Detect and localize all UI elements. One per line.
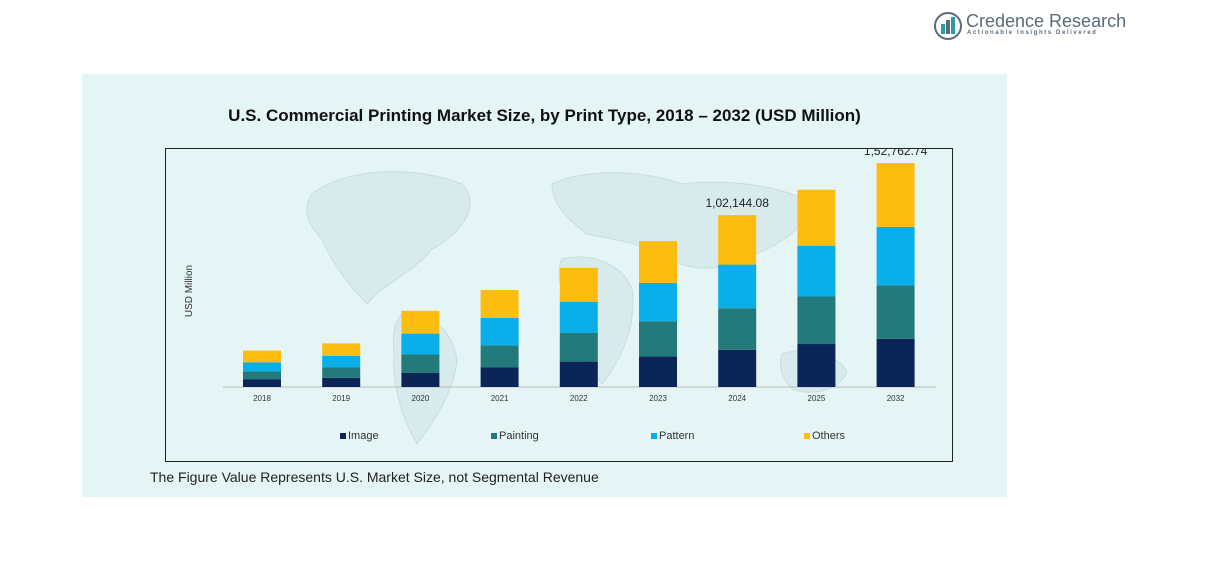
bar-others-2025 <box>797 189 836 246</box>
x-tick-label-2025: 2025 <box>808 394 826 403</box>
bar-painting-2018 <box>243 371 281 380</box>
bar-others-2018 <box>243 350 281 363</box>
bar-others-2023 <box>639 241 677 283</box>
bar-image-2032 <box>876 338 915 387</box>
bar-painting-2024 <box>718 308 757 350</box>
bar-painting-2025 <box>797 296 836 345</box>
bar-painting-2021 <box>480 345 519 368</box>
x-tick-label-2021: 2021 <box>491 394 509 403</box>
bar-others-2020 <box>401 310 440 334</box>
bar-image-2023 <box>639 356 677 387</box>
bar-image-2022 <box>559 361 598 387</box>
bar-pattern-2018 <box>243 362 281 372</box>
bar-others-2021 <box>480 289 519 318</box>
bar-image-2019 <box>322 377 361 387</box>
bar-others-2032 <box>876 163 915 227</box>
x-tick-label-2022: 2022 <box>570 394 588 403</box>
x-tick-label-2020: 2020 <box>412 394 430 403</box>
labels-layer: 2018 2019 2020 2021 2022 2023 2024 2025 2032 1,02… <box>253 144 928 403</box>
bar-pattern-2024 <box>718 264 757 309</box>
legend-swatch-others <box>804 433 810 439</box>
legend-swatch-pattern <box>651 433 657 439</box>
bar-painting-2023 <box>639 321 677 357</box>
footnote: The Figure Value Represents U.S. Market … <box>150 469 599 485</box>
x-tick-label-2023: 2023 <box>649 394 667 403</box>
chart-frame: USD Million 2018 2019 2020 2021 2022 2023 2024… <box>165 144 953 462</box>
x-tick-label-2018: 2018 <box>253 394 271 403</box>
brand-name: Credence Research <box>966 11 1127 31</box>
legend-swatch-painting <box>491 433 497 439</box>
legend-swatch-image <box>340 433 346 439</box>
bar-pattern-2019 <box>322 355 361 368</box>
bar-painting-2032 <box>876 285 915 339</box>
bar-pattern-2021 <box>480 317 519 346</box>
bars-layer <box>243 163 915 387</box>
x-tick-label-2024: 2024 <box>728 394 746 403</box>
bar-image-2021 <box>480 367 519 387</box>
logo-icon <box>934 12 962 40</box>
bar-image-2018 <box>243 379 281 387</box>
bar-pattern-2025 <box>797 245 836 297</box>
bar-others-2024 <box>718 215 757 265</box>
legend-label-painting: Painting <box>499 430 539 442</box>
bar-image-2020 <box>401 372 440 387</box>
bar-image-2025 <box>797 344 836 387</box>
legend-label-others: Others <box>812 430 846 442</box>
bar-pattern-2023 <box>639 282 677 322</box>
legend: Image Painting Pattern Others <box>340 430 846 442</box>
data-label-2032: 1,52,762.74 <box>864 149 928 158</box>
chart-title: U.S. Commercial Printing Market Size, by… <box>228 106 861 125</box>
bar-others-2019 <box>322 343 361 356</box>
brand-tagline: Actionable Insights Delivered <box>967 30 1098 36</box>
bar-painting-2020 <box>401 354 440 373</box>
bar-chart: USD Million 2018 2019 2020 2021 2022 2023 2024… <box>184 144 936 442</box>
legend-label-pattern: Pattern <box>659 430 694 442</box>
y-axis-label: USD Million <box>184 265 195 317</box>
x-tick-label-2019: 2019 <box>332 394 350 403</box>
bar-pattern-2032 <box>876 226 915 286</box>
bar-image-2024 <box>718 349 757 387</box>
bar-painting-2022 <box>559 332 598 362</box>
bar-pattern-2022 <box>559 301 598 333</box>
x-tick-label-2032: 2032 <box>887 394 905 403</box>
legend-label-image: Image <box>348 430 379 442</box>
chart-panel: U.S. Commercial Printing Market Size, by… <box>82 74 1007 497</box>
data-label-2024: 1,02,144.08 <box>705 196 769 210</box>
bar-pattern-2020 <box>401 333 440 355</box>
brand-logo: Credence Research Actionable Insights De… <box>934 10 1127 42</box>
bar-others-2022 <box>559 267 598 302</box>
bar-painting-2019 <box>322 367 361 378</box>
